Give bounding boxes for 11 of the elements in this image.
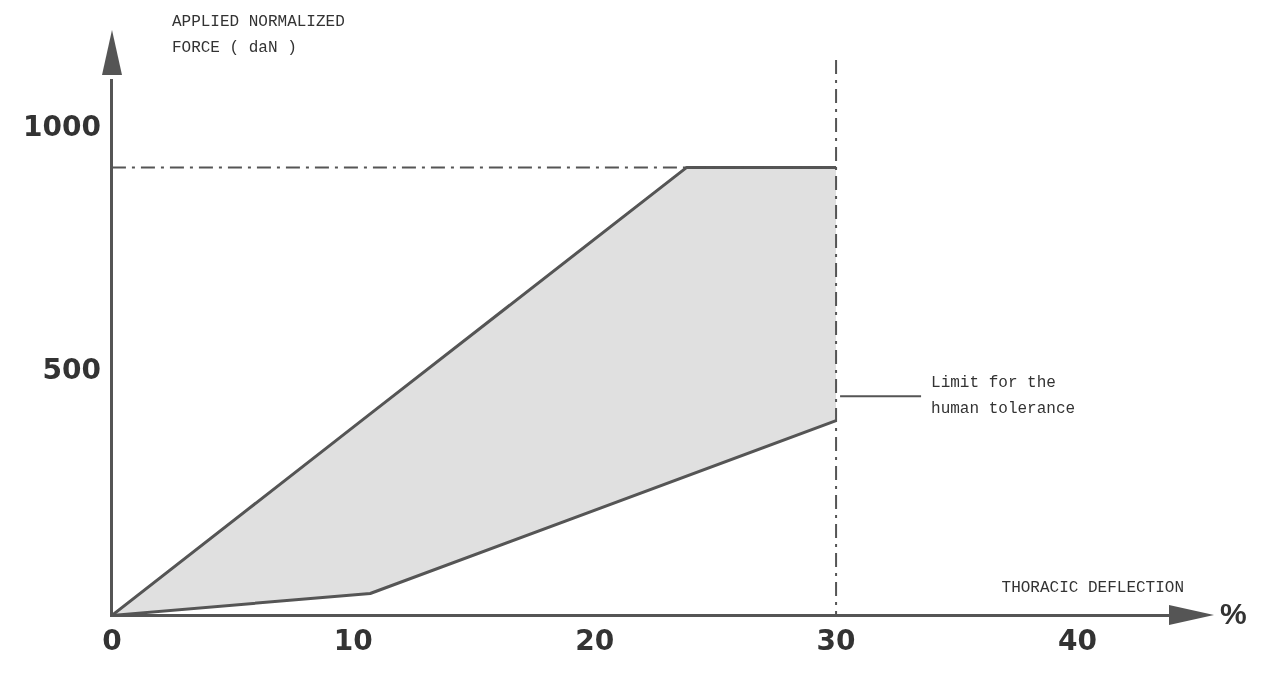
x-tick-label: 20	[575, 624, 615, 658]
y-tick-label: 1000	[22, 109, 101, 143]
x-tick-label: 30	[816, 624, 856, 658]
y-axis-title: APPLIED NORMALIZED FORCE ( daN )	[171, 13, 345, 58]
y-tick-label: 500	[42, 353, 101, 387]
annotation: Limit for the human tolerance	[931, 373, 1076, 418]
x-tick-label: 0	[102, 624, 122, 658]
x-tick-label: 10	[333, 624, 373, 658]
text: %	[1220, 596, 1247, 630]
x-axis-title: THORACIC DEFLECTION	[1001, 578, 1184, 597]
x-tick-label: 40	[1057, 624, 1097, 658]
